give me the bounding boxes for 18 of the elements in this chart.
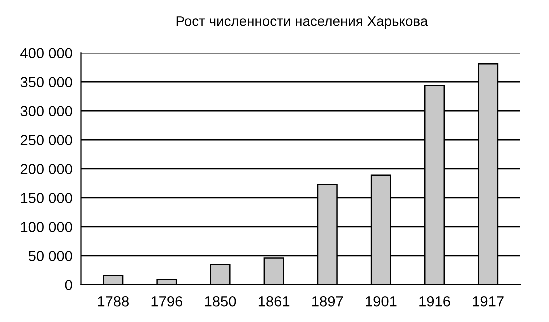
x-tick-label: 1796 bbox=[152, 296, 183, 307]
y-tick-label: 50 000 bbox=[28, 251, 72, 262]
y-tick-label: 150 000 bbox=[21, 193, 72, 204]
x-tick-label: 1861 bbox=[258, 296, 290, 307]
x-tick-label: 1788 bbox=[98, 296, 129, 307]
chart-title: Рост численности населения Харькова bbox=[176, 16, 428, 30]
x-tick-label: 1850 bbox=[205, 296, 236, 307]
x-tick-label: 1897 bbox=[312, 296, 344, 307]
y-tick-label: 0 bbox=[65, 280, 72, 290]
y-tick-label: 300 000 bbox=[20, 106, 72, 117]
y-tick-label: 200 000 bbox=[20, 164, 72, 174]
y-tick-label: 400 000 bbox=[20, 48, 72, 59]
x-tick-label: 1917 bbox=[473, 296, 504, 307]
y-tick-label: 250 000 bbox=[20, 135, 72, 146]
x-tick-label: 1916 bbox=[420, 296, 450, 307]
y-tick-label: 350 000 bbox=[20, 77, 72, 88]
x-tick-label: 1901 bbox=[366, 296, 397, 307]
y-tick-label: 100 000 bbox=[21, 222, 72, 232]
